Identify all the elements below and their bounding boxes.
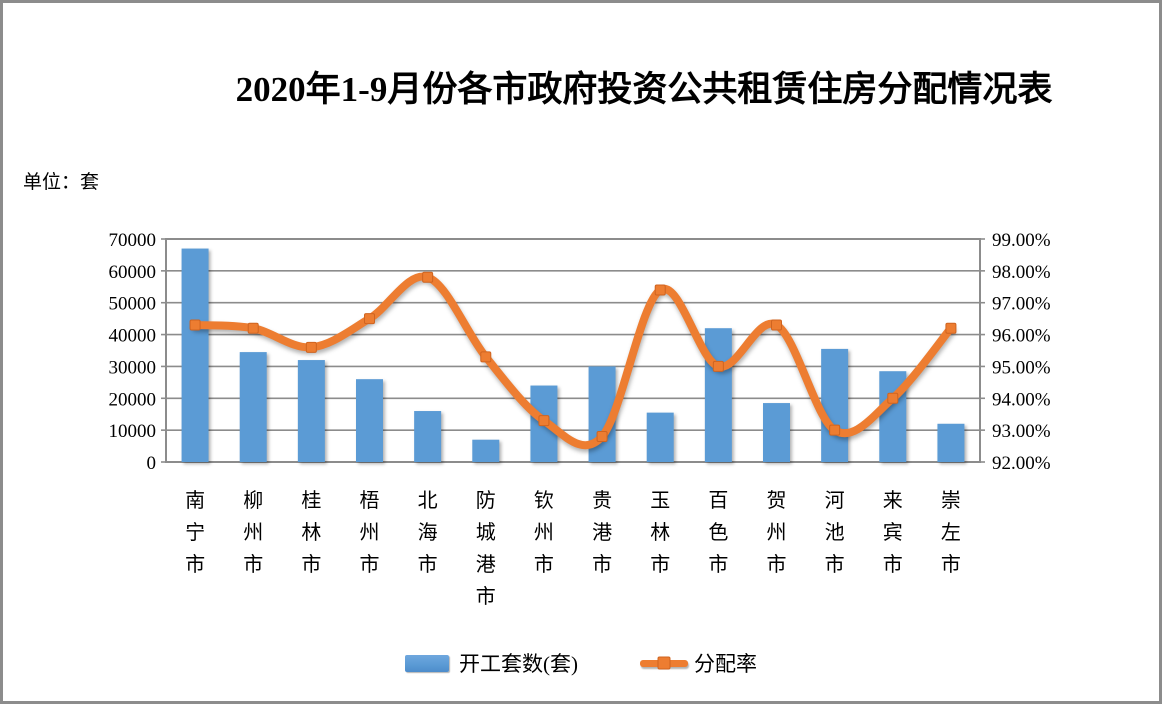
- marker-贵港市: [596, 431, 608, 443]
- right-axis-label: 96.00%: [992, 326, 1051, 347]
- marker-桂林市: [305, 341, 317, 353]
- left-axis-label: 50000: [109, 294, 157, 315]
- left-axis-label: 60000: [109, 262, 157, 283]
- marker-玉林市: [654, 284, 666, 296]
- right-axis-label: 99.00%: [992, 230, 1051, 251]
- x-axis-label-贵港市: 贵港市: [592, 489, 612, 576]
- marker-钦州市: [538, 415, 550, 427]
- left-axis-label: 20000: [109, 389, 157, 410]
- bar-南宁市: [181, 248, 209, 462]
- chart-title: 2020年1-9月份各市政府投资公共租赁住房分配情况表: [235, 70, 1053, 109]
- x-axis-label-百色市: 百色市: [708, 490, 728, 576]
- combo-chart: 70000 60000 50000 40000 30000 20000 10000 0 99.0…: [109, 230, 1051, 608]
- x-axis-label-钦州市: 钦州市: [534, 489, 554, 576]
- bar-贺州市: [763, 403, 790, 462]
- x-axis-label-来宾市: 来宾市: [883, 489, 903, 576]
- chart-legend: 开工套数(套) 分配率: [3, 648, 1159, 678]
- marker-崇左市: [945, 322, 957, 334]
- marker-来宾市: [887, 392, 899, 404]
- x-axis-label-贺州市: 贺州市: [767, 489, 787, 576]
- marker-百色市: [712, 360, 724, 372]
- legend-bar-label: 开工套数(套): [459, 652, 578, 676]
- marker-防城港市: [480, 351, 492, 363]
- x-axis-label-玉林市: 玉林市: [650, 490, 670, 576]
- bar-玉林市: [646, 412, 674, 462]
- x-axis-label-北海市: 北海市: [418, 489, 438, 576]
- legend-item-line-series: 分配率: [640, 648, 757, 678]
- right-axis-label: 98.00%: [992, 262, 1051, 283]
- left-axis-label: 30000: [109, 357, 157, 378]
- marker-梧州市: [364, 313, 375, 325]
- axis-unit-label: 单位：套: [23, 172, 100, 193]
- left-axis-label: 40000: [109, 326, 157, 347]
- x-axis-label-桂林市: 桂林市: [301, 489, 321, 576]
- line-marker-icon: [657, 656, 671, 670]
- left-axis-label: 70000: [109, 230, 157, 251]
- left-axis-label: 0: [147, 453, 157, 474]
- marker-柳州市: [247, 322, 259, 334]
- plot-border: [165, 238, 981, 463]
- right-axis-label: 95.00%: [992, 357, 1051, 378]
- x-axis-label-南宁市: 南宁市: [185, 489, 205, 576]
- right-axis-label: 93.00%: [992, 421, 1051, 442]
- marker-贺州市: [771, 319, 782, 331]
- x-axis-label-河池市: 河池市: [825, 489, 845, 576]
- right-axis-label: 97.00%: [992, 294, 1051, 315]
- bar-崇左市: [937, 423, 965, 462]
- x-axis-label-崇左市: 崇左市: [941, 489, 961, 576]
- marker-河池市: [829, 424, 841, 436]
- legend-item-bar-series: 开工套数(套): [405, 648, 578, 678]
- bar-河池市: [821, 348, 849, 462]
- line-series-swatch: [640, 656, 688, 670]
- bar-北海市: [414, 411, 442, 462]
- bar-柳州市: [239, 352, 267, 462]
- bar-防城港市: [472, 439, 500, 462]
- bar-桂林市: [297, 360, 325, 462]
- right-axis-label: 92.00%: [992, 453, 1051, 474]
- x-axis-label-柳州市: 柳州市: [243, 489, 263, 576]
- bar-梧州市: [356, 379, 383, 462]
- marker-北海市: [422, 271, 434, 283]
- legend-line-label: 分配率: [694, 652, 757, 676]
- x-axis-label-梧州市: 梧州市: [360, 489, 380, 576]
- x-axis-label-防城港市: 防城港市: [476, 489, 496, 608]
- left-axis-label: 10000: [109, 421, 157, 442]
- right-axis-label: 94.00%: [992, 389, 1051, 410]
- bar-百色市: [704, 328, 732, 462]
- bar-series-swatch: [405, 654, 449, 672]
- marker-南宁市: [189, 319, 201, 331]
